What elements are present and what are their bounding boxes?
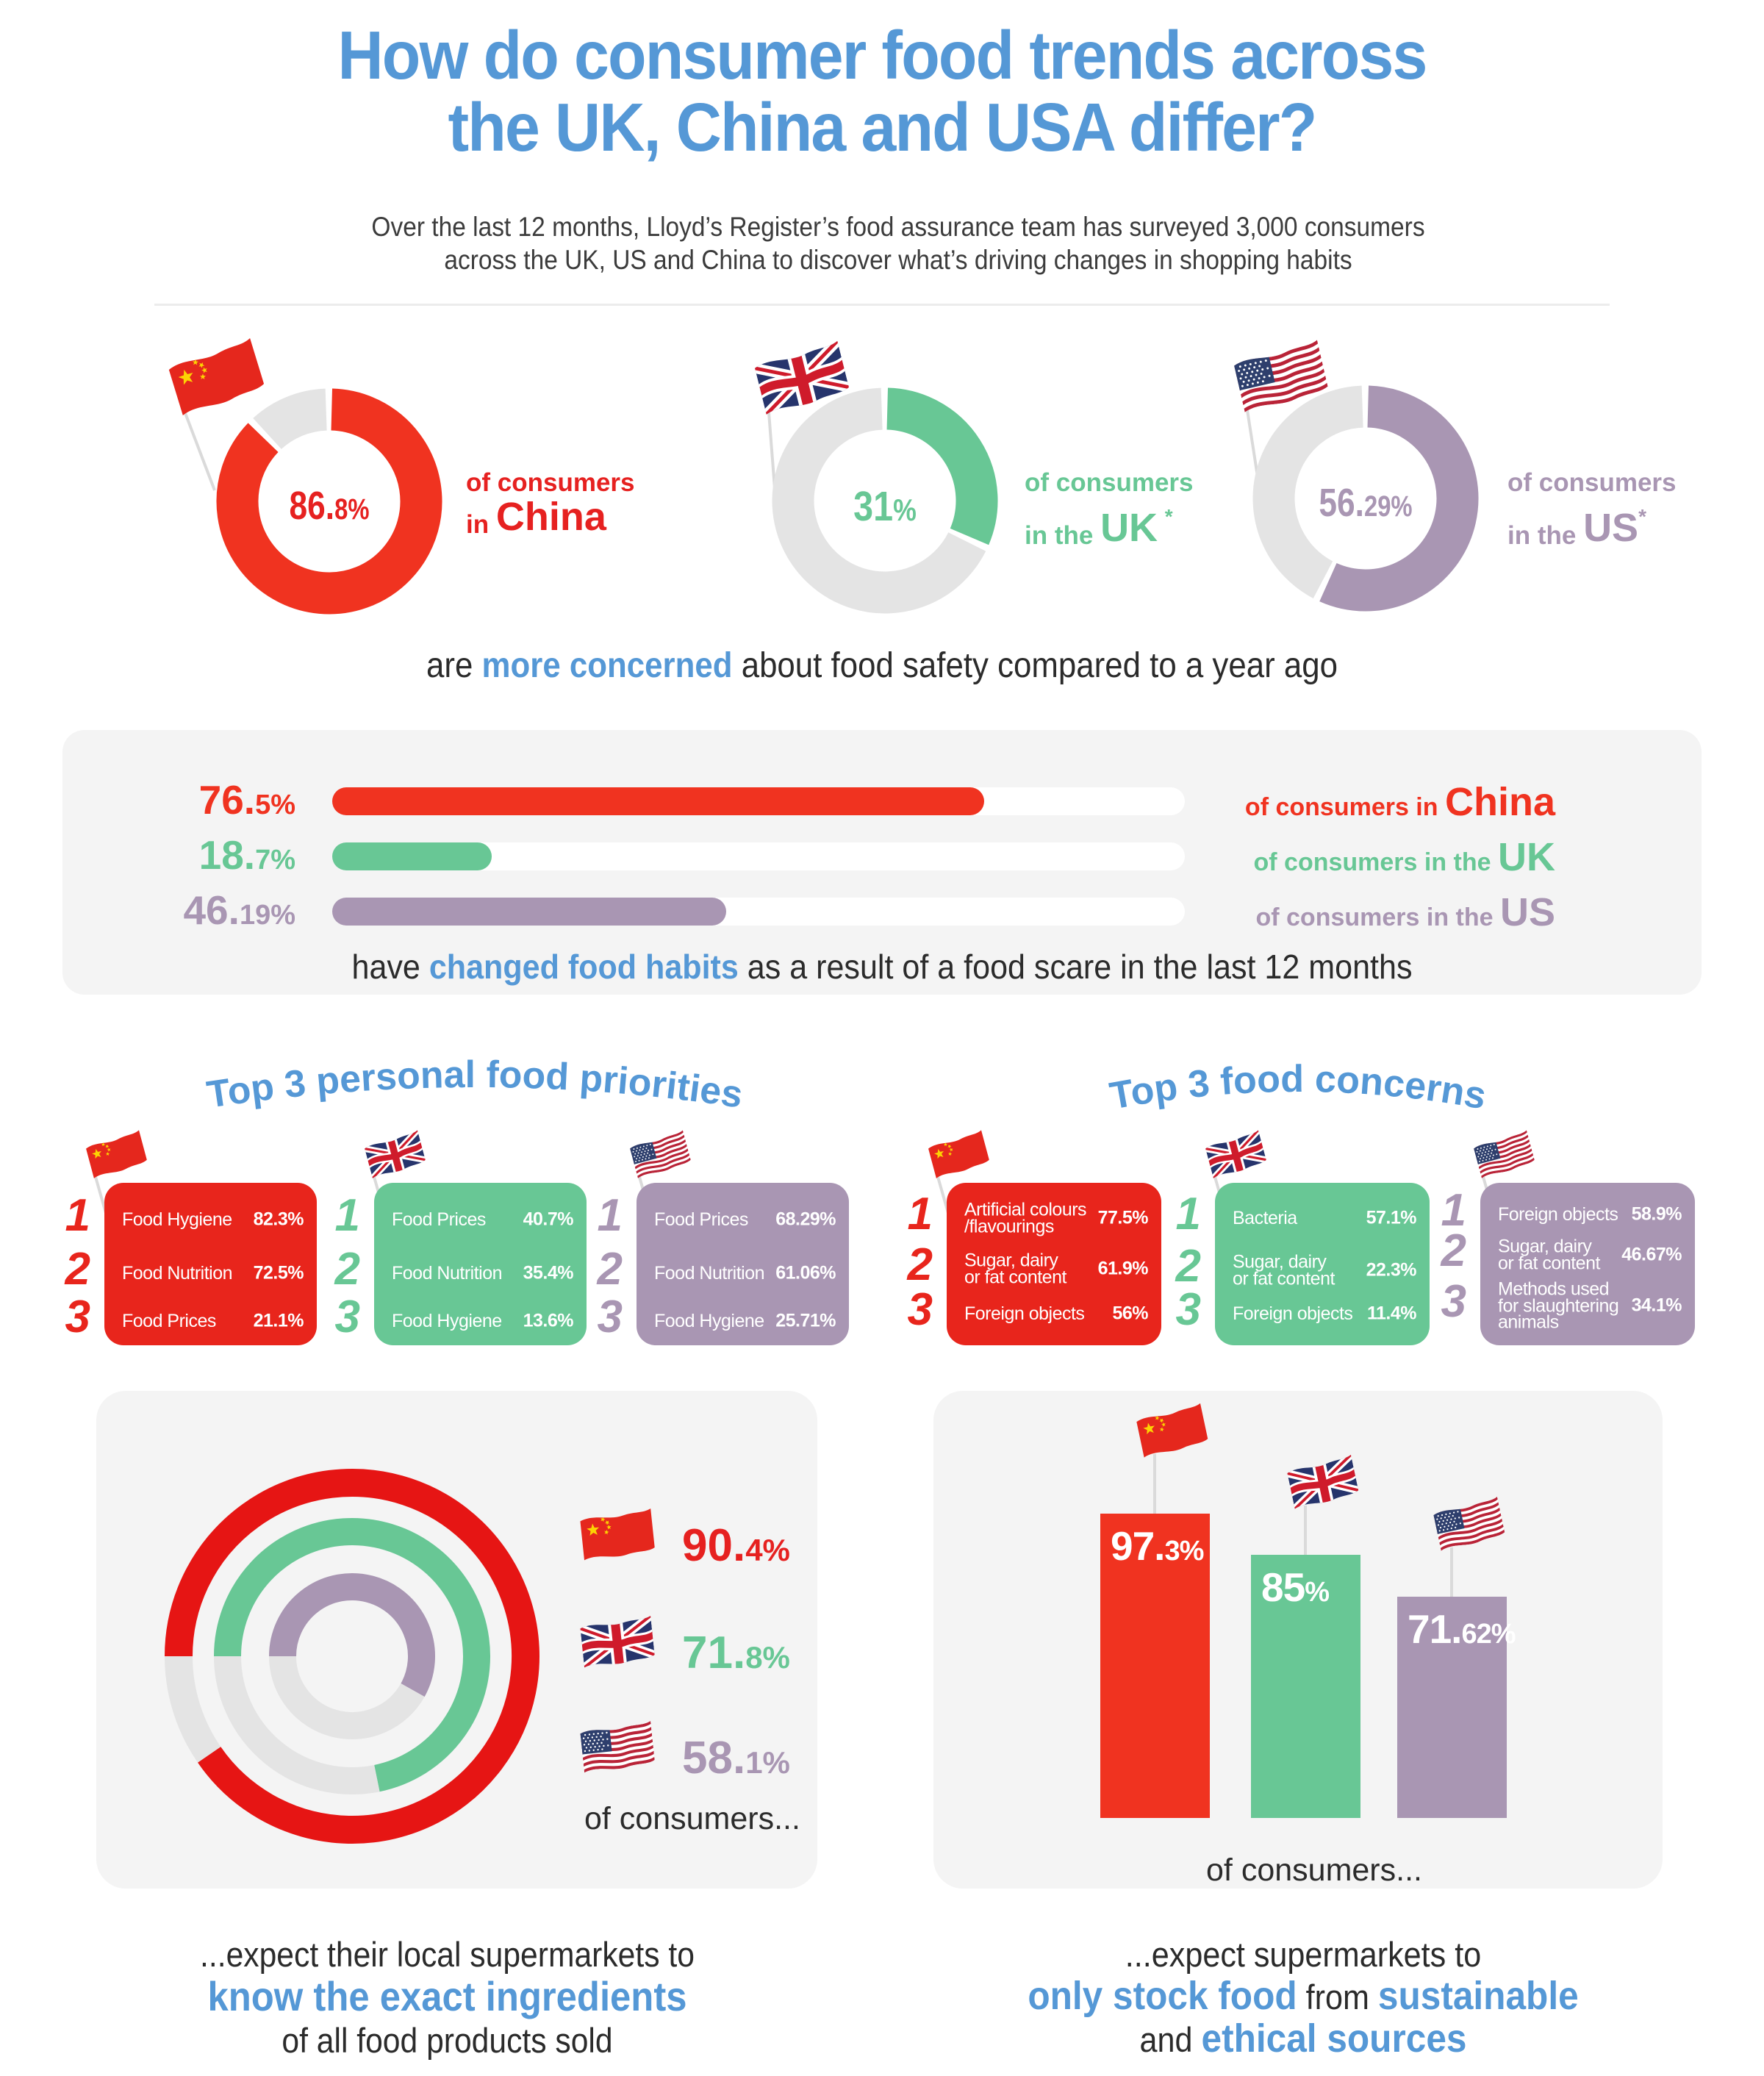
svg-text:Top 3 food concerns: Top 3 food concerns bbox=[1107, 1058, 1490, 1118]
svg-text:Top 3 personal food priorities: Top 3 personal food priorities bbox=[204, 1053, 746, 1116]
